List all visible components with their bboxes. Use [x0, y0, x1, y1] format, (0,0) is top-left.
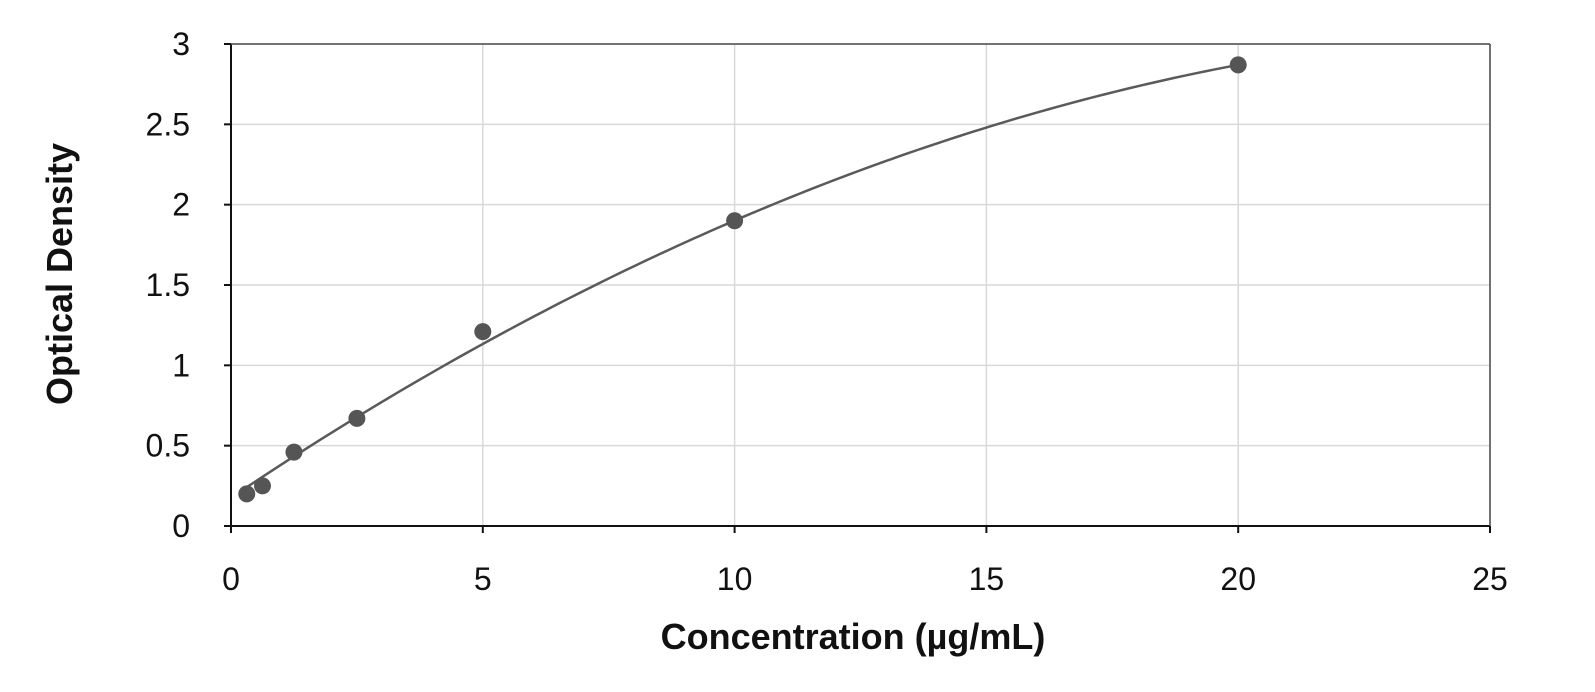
y-tick-label: 2.5 — [146, 106, 190, 142]
fit-curve-line — [246, 63, 1239, 489]
data-point — [348, 409, 366, 427]
data-point — [1229, 56, 1247, 74]
data-point — [238, 485, 256, 503]
y-tick-label: 1.5 — [146, 267, 190, 303]
fit-curve-layer — [246, 63, 1239, 489]
y-tick-label: 0 — [172, 508, 190, 544]
y-tick-label: 1 — [172, 347, 190, 383]
y-tick-label: 0.5 — [146, 428, 190, 464]
x-tick-label: 10 — [717, 561, 753, 597]
gridlines — [231, 43, 1491, 526]
x-tick-label: 0 — [222, 561, 240, 597]
x-tick-label: 15 — [969, 561, 1005, 597]
y-tick-label: 2 — [172, 187, 190, 223]
data-point — [253, 477, 271, 495]
x-axis-title: Concentration (µg/mL) — [661, 616, 1046, 657]
y-axis-title: Optical Density — [39, 143, 80, 405]
x-tick-label: 25 — [1472, 561, 1508, 597]
data-point — [285, 443, 303, 461]
axes — [224, 43, 1491, 533]
x-tick-label: 20 — [1220, 561, 1256, 597]
data-point — [474, 323, 492, 341]
x-tick-label: 5 — [474, 561, 492, 597]
y-tick-label: 3 — [172, 26, 190, 62]
data-point — [726, 212, 744, 230]
tick-labels: 0 0.5 1 1.5 2 2.5 3 0 5 10 15 20 25 — [146, 26, 1508, 597]
data-points — [238, 56, 1247, 503]
